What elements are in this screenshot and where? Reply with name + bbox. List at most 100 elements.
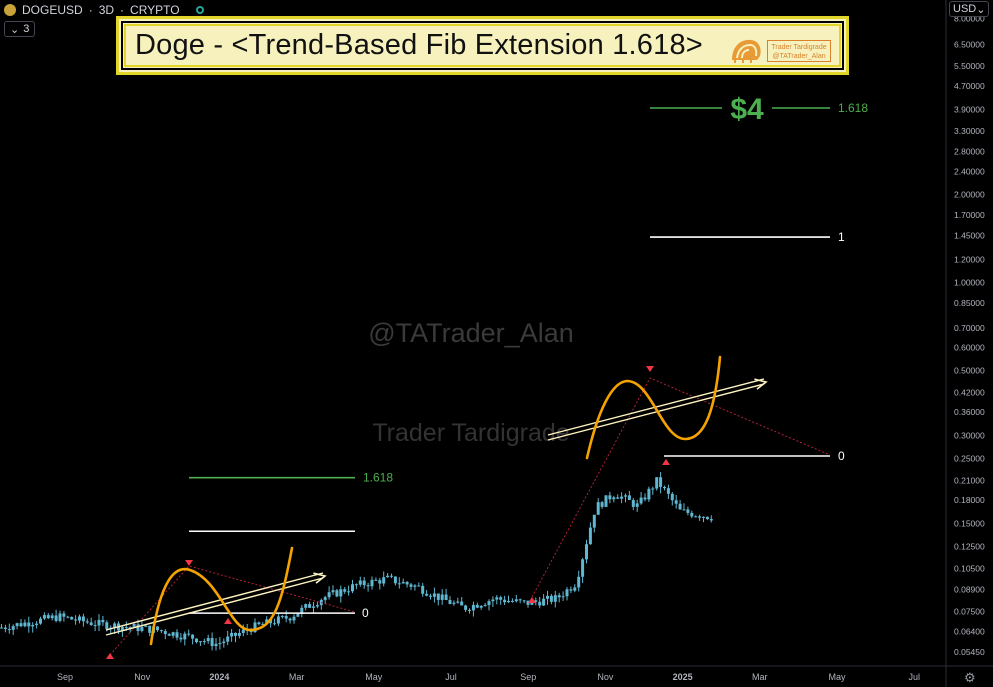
candle-body [179, 637, 183, 640]
candle-body [448, 600, 452, 604]
settings-gear-icon[interactable]: ⚙ [964, 670, 976, 685]
candle-body [702, 516, 705, 518]
candle-body [312, 606, 315, 608]
candle-body [308, 604, 312, 608]
candle-body [39, 618, 42, 624]
candle-body [15, 623, 19, 627]
candle [343, 586, 347, 594]
candle-body [518, 599, 522, 601]
candle-body [276, 616, 280, 624]
time-tick-label: Mar [289, 672, 305, 682]
candle-body [230, 632, 234, 637]
banner-title: Doge - <Trend-Based Fib Extension 1.618> [135, 29, 703, 61]
candle-body [66, 616, 70, 618]
candle [698, 514, 702, 521]
candle [432, 587, 436, 603]
candle-body [678, 503, 682, 510]
price-tick-label: 1.70000 [954, 210, 985, 220]
candle [709, 515, 713, 523]
candle [140, 621, 144, 633]
candle-body [74, 619, 78, 621]
candle-body [682, 509, 686, 511]
time-tick-label: Mar [752, 672, 768, 682]
candle [666, 484, 670, 500]
symbol-header[interactable]: DOGEUSD · 3D · CRYPTO [0, 0, 204, 20]
candle [510, 598, 514, 603]
candle [257, 621, 261, 626]
candle-body [651, 488, 655, 490]
price-tick-label: 0.25000 [954, 454, 985, 464]
candle-body [167, 634, 171, 636]
candle-body [304, 604, 308, 608]
time-tick-label: Jul [908, 672, 920, 682]
candle-body [351, 584, 354, 592]
candle-body [7, 629, 11, 631]
candle-body [421, 585, 425, 594]
candle-body [666, 488, 670, 494]
candle [659, 472, 663, 494]
candle [23, 619, 27, 628]
candle [393, 576, 397, 586]
candle [370, 576, 374, 590]
candle [85, 618, 89, 625]
candle [534, 597, 538, 606]
candle [631, 497, 635, 511]
candle-body [635, 503, 639, 507]
candle [351, 579, 354, 594]
candle-body [284, 616, 288, 619]
candle-body [46, 615, 50, 619]
trend-arrow-head [754, 378, 768, 390]
candle [479, 605, 483, 610]
candle-body [237, 633, 241, 636]
candle [362, 577, 366, 589]
candle [588, 522, 592, 545]
candle-body [417, 585, 421, 587]
currency-select[interactable]: USD ⌄ [949, 1, 989, 17]
candle [288, 617, 292, 624]
candle-body [42, 615, 46, 619]
candle-body [581, 559, 585, 577]
time-axis: Sep Nov 2024 Mar May Jul Sep Nov 2025 Mar May Jul [0, 665, 993, 682]
candle [705, 516, 709, 521]
candle-body [663, 486, 666, 489]
candle [549, 593, 553, 605]
candle-body [273, 623, 276, 625]
candle [436, 593, 440, 606]
candle-body [105, 622, 109, 630]
candle-body [386, 575, 390, 578]
candle [495, 595, 499, 605]
price-tick-label: 8.00000 [954, 13, 985, 23]
candle [448, 596, 452, 605]
price-tick-label: 2.40000 [954, 166, 985, 176]
candle-body [296, 613, 300, 617]
candle-body [323, 597, 327, 600]
candle-body [452, 602, 456, 604]
candle-body [624, 495, 627, 497]
candle [11, 624, 15, 635]
pivot-marker [185, 560, 193, 566]
candle [429, 593, 432, 600]
candle-body [347, 591, 351, 593]
candle [27, 616, 31, 633]
drawings: $4 1.618 1 0 1.618 0 [105, 93, 868, 659]
candle [214, 638, 218, 651]
candle [565, 587, 569, 601]
pivot-marker [662, 459, 670, 465]
candle-body [592, 514, 596, 528]
candle [366, 582, 370, 592]
candle-body [195, 638, 198, 643]
candle [471, 601, 475, 617]
candle [542, 593, 546, 607]
candle [304, 603, 308, 611]
candle [62, 610, 66, 622]
candle [643, 493, 647, 502]
candle-body [475, 604, 479, 608]
candle-body [366, 585, 370, 587]
candle [475, 602, 479, 609]
indicators-toggle[interactable]: ⌄ 3 [4, 21, 36, 37]
price-tick-label: 0.10500 [954, 564, 985, 574]
candle-body [23, 622, 27, 627]
candle-body [175, 632, 179, 638]
candle [647, 486, 651, 502]
